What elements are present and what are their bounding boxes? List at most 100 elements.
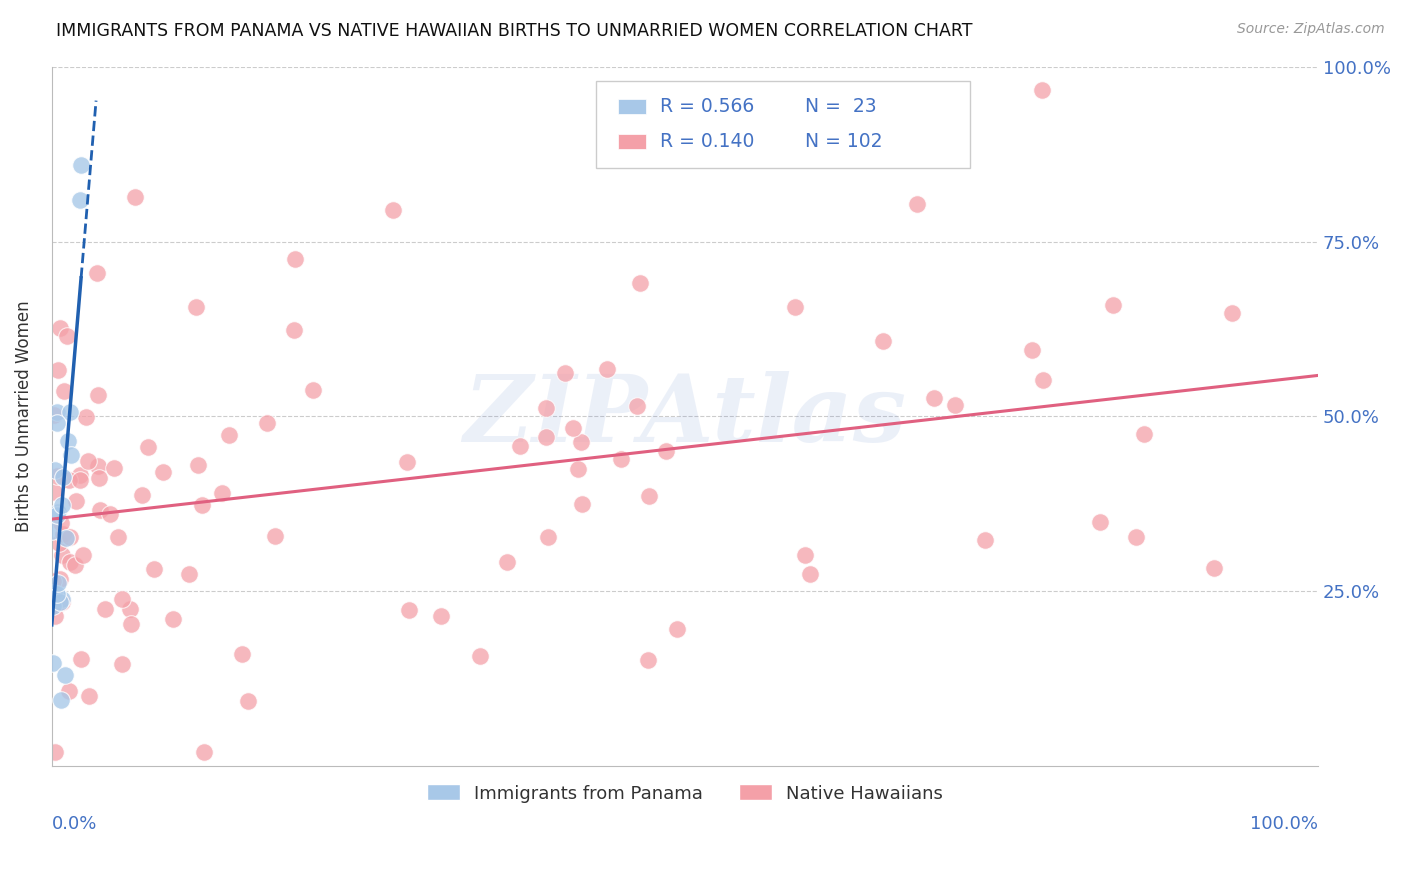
Point bbox=[537, 530, 560, 544]
Point bbox=[53, 667, 76, 681]
Point bbox=[922, 392, 945, 406]
Point bbox=[637, 653, 659, 667]
Point bbox=[905, 196, 928, 211]
Point bbox=[256, 416, 278, 430]
Text: Source: ZipAtlas.com: Source: ZipAtlas.com bbox=[1237, 22, 1385, 37]
Point bbox=[136, 440, 159, 454]
Point bbox=[509, 439, 531, 453]
Point bbox=[52, 384, 75, 399]
Point bbox=[1031, 83, 1053, 97]
Point bbox=[561, 420, 583, 434]
Point bbox=[429, 609, 451, 624]
Point bbox=[382, 203, 405, 218]
Point bbox=[945, 398, 967, 412]
Point bbox=[79, 689, 101, 703]
Text: N =  23: N = 23 bbox=[806, 97, 877, 116]
Point bbox=[69, 467, 91, 482]
Point bbox=[89, 503, 111, 517]
Point bbox=[1090, 516, 1112, 530]
Point bbox=[872, 334, 894, 349]
Point bbox=[42, 408, 65, 422]
Point bbox=[41, 524, 63, 539]
Point bbox=[59, 555, 82, 569]
Text: N = 102: N = 102 bbox=[806, 132, 883, 151]
Point bbox=[218, 428, 240, 442]
Text: 0.0%: 0.0% bbox=[52, 815, 97, 833]
Point bbox=[51, 595, 73, 609]
Point bbox=[72, 548, 94, 562]
Point bbox=[59, 405, 82, 419]
Point bbox=[42, 599, 65, 613]
Text: R = 0.566: R = 0.566 bbox=[659, 97, 754, 116]
Point bbox=[56, 329, 79, 343]
Point bbox=[51, 548, 73, 562]
Point bbox=[69, 193, 91, 207]
Point bbox=[595, 362, 617, 376]
Point bbox=[77, 453, 100, 467]
Point bbox=[638, 489, 661, 503]
Point bbox=[89, 471, 111, 485]
Point bbox=[1204, 561, 1226, 575]
Point bbox=[75, 409, 97, 424]
Point bbox=[49, 320, 72, 334]
Point bbox=[799, 567, 821, 582]
Point bbox=[56, 434, 79, 448]
Point bbox=[124, 190, 146, 204]
Point bbox=[58, 684, 80, 698]
Point bbox=[179, 567, 201, 582]
Point bbox=[283, 323, 305, 337]
Point bbox=[187, 458, 209, 472]
Point bbox=[48, 595, 70, 609]
Point bbox=[63, 558, 86, 573]
Point bbox=[120, 616, 142, 631]
Point bbox=[103, 460, 125, 475]
Point bbox=[626, 399, 648, 413]
Point bbox=[131, 488, 153, 502]
Point bbox=[1032, 373, 1054, 387]
Point bbox=[142, 562, 165, 576]
Point bbox=[495, 555, 517, 569]
Point bbox=[45, 508, 67, 522]
Point bbox=[191, 498, 214, 512]
Point bbox=[107, 530, 129, 544]
Point bbox=[86, 266, 108, 280]
Point bbox=[534, 429, 557, 443]
FancyBboxPatch shape bbox=[617, 134, 645, 149]
Point bbox=[1021, 343, 1043, 358]
Point bbox=[46, 587, 69, 601]
Text: 100.0%: 100.0% bbox=[1250, 815, 1319, 833]
Point bbox=[58, 473, 80, 487]
Point bbox=[1222, 306, 1244, 320]
Point bbox=[46, 416, 69, 430]
Point bbox=[186, 300, 208, 314]
Point bbox=[51, 591, 73, 606]
Point bbox=[211, 485, 233, 500]
Point bbox=[111, 657, 134, 672]
Point bbox=[973, 533, 995, 547]
Point bbox=[655, 444, 678, 458]
FancyBboxPatch shape bbox=[617, 99, 645, 114]
Point bbox=[44, 745, 66, 759]
Point bbox=[70, 158, 93, 172]
Point bbox=[794, 549, 817, 563]
Point bbox=[783, 300, 806, 314]
Y-axis label: Births to Unmarried Women: Births to Unmarried Women bbox=[15, 301, 32, 533]
Text: R = 0.140: R = 0.140 bbox=[659, 132, 754, 151]
Point bbox=[111, 591, 134, 606]
Point bbox=[665, 622, 688, 636]
Point bbox=[59, 530, 82, 544]
Point bbox=[65, 494, 87, 508]
Point bbox=[395, 455, 418, 469]
Point bbox=[93, 601, 115, 615]
Point bbox=[610, 451, 633, 466]
Legend: Immigrants from Panama, Native Hawaiians: Immigrants from Panama, Native Hawaiians bbox=[420, 777, 950, 810]
Text: IMMIGRANTS FROM PANAMA VS NATIVE HAWAIIAN BIRTHS TO UNMARRIED WOMEN CORRELATION : IMMIGRANTS FROM PANAMA VS NATIVE HAWAIIA… bbox=[56, 22, 973, 40]
Point bbox=[118, 602, 141, 616]
Point bbox=[52, 470, 75, 484]
Point bbox=[46, 363, 69, 377]
Point bbox=[1133, 426, 1156, 441]
Point bbox=[567, 462, 589, 476]
Point bbox=[98, 507, 121, 521]
Point bbox=[46, 469, 69, 483]
Point bbox=[468, 648, 491, 663]
